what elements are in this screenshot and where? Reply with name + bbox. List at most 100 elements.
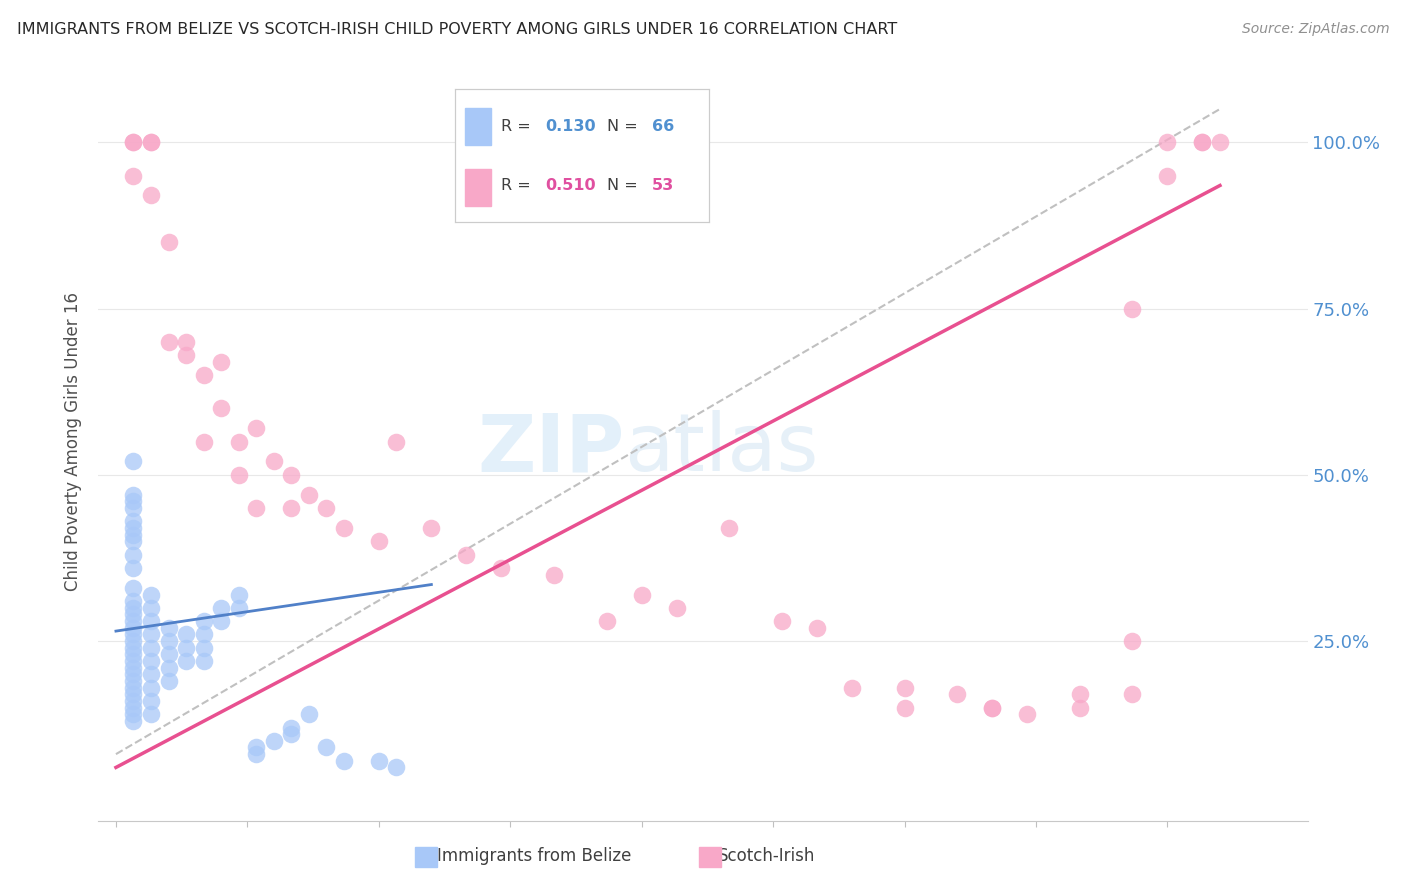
Point xyxy=(122,714,145,728)
Point xyxy=(193,368,215,382)
Y-axis label: Child Poverty Among Girls Under 16: Child Poverty Among Girls Under 16 xyxy=(65,292,83,591)
Point xyxy=(245,501,267,516)
Point xyxy=(1069,687,1091,701)
Point xyxy=(122,648,145,662)
Point xyxy=(139,614,162,628)
Point xyxy=(1191,135,1213,149)
Point xyxy=(280,501,302,516)
Point xyxy=(770,614,793,628)
Text: IMMIGRANTS FROM BELIZE VS SCOTCH-IRISH CHILD POVERTY AMONG GIRLS UNDER 16 CORREL: IMMIGRANTS FROM BELIZE VS SCOTCH-IRISH C… xyxy=(17,22,897,37)
Point xyxy=(298,488,321,502)
Point xyxy=(1209,135,1232,149)
Point xyxy=(157,634,180,648)
Point xyxy=(174,640,197,655)
Point xyxy=(245,421,267,435)
Point xyxy=(157,334,180,349)
Point xyxy=(420,521,443,535)
Point xyxy=(981,700,1004,714)
Point xyxy=(139,640,162,655)
Point xyxy=(122,607,145,622)
Point xyxy=(806,621,828,635)
Point xyxy=(139,681,162,695)
Text: Source: ZipAtlas.com: Source: ZipAtlas.com xyxy=(1241,22,1389,37)
Point xyxy=(298,707,321,722)
Point xyxy=(263,454,285,468)
Point xyxy=(367,754,389,768)
Point xyxy=(245,740,267,755)
Point xyxy=(122,707,145,722)
Point xyxy=(122,527,145,541)
Point xyxy=(228,434,250,449)
Point xyxy=(193,640,215,655)
Point xyxy=(122,488,145,502)
Point xyxy=(122,614,145,628)
Point xyxy=(122,600,145,615)
Point xyxy=(718,521,741,535)
Point xyxy=(209,600,232,615)
Point xyxy=(209,355,232,369)
Point xyxy=(157,648,180,662)
Point xyxy=(228,587,250,601)
Point xyxy=(946,687,969,701)
Point xyxy=(122,694,145,708)
Point xyxy=(122,548,145,562)
Point xyxy=(122,135,145,149)
Point xyxy=(122,135,145,149)
Point xyxy=(1156,169,1178,183)
Point xyxy=(228,467,250,482)
Point xyxy=(665,600,688,615)
Point xyxy=(841,681,863,695)
Text: Immigrants from Belize: Immigrants from Belize xyxy=(437,847,631,865)
Point xyxy=(595,614,617,628)
Point xyxy=(1121,301,1143,316)
Point xyxy=(122,627,145,641)
Point xyxy=(157,621,180,635)
Point xyxy=(122,687,145,701)
Point xyxy=(209,401,232,416)
Point xyxy=(385,434,408,449)
Point xyxy=(543,567,565,582)
Point xyxy=(1156,135,1178,149)
Point xyxy=(280,467,302,482)
Point xyxy=(139,188,162,202)
Point xyxy=(174,348,197,362)
Point xyxy=(174,654,197,668)
Point xyxy=(122,534,145,549)
Point xyxy=(315,501,337,516)
Point xyxy=(139,667,162,681)
Point xyxy=(122,514,145,528)
Point xyxy=(139,694,162,708)
Point xyxy=(193,654,215,668)
Point xyxy=(1191,135,1213,149)
Point xyxy=(122,494,145,508)
Point xyxy=(174,627,197,641)
Point xyxy=(122,521,145,535)
Point xyxy=(315,740,337,755)
Point xyxy=(1121,687,1143,701)
Text: ZIP: ZIP xyxy=(477,410,624,488)
Point xyxy=(122,681,145,695)
Point xyxy=(122,640,145,655)
Point xyxy=(122,667,145,681)
Point xyxy=(228,600,250,615)
Point xyxy=(122,661,145,675)
Point xyxy=(263,734,285,748)
Point xyxy=(157,673,180,688)
Point xyxy=(1017,707,1039,722)
Point xyxy=(122,634,145,648)
Point xyxy=(1121,634,1143,648)
Point xyxy=(332,521,354,535)
Point xyxy=(122,673,145,688)
Point xyxy=(280,727,302,741)
Point xyxy=(893,681,915,695)
Point xyxy=(122,581,145,595)
Point xyxy=(174,334,197,349)
Point xyxy=(630,587,652,601)
Point xyxy=(139,135,162,149)
Point xyxy=(332,754,354,768)
Point xyxy=(456,548,478,562)
Point xyxy=(491,561,513,575)
Point xyxy=(122,700,145,714)
Point xyxy=(157,661,180,675)
Point xyxy=(139,135,162,149)
